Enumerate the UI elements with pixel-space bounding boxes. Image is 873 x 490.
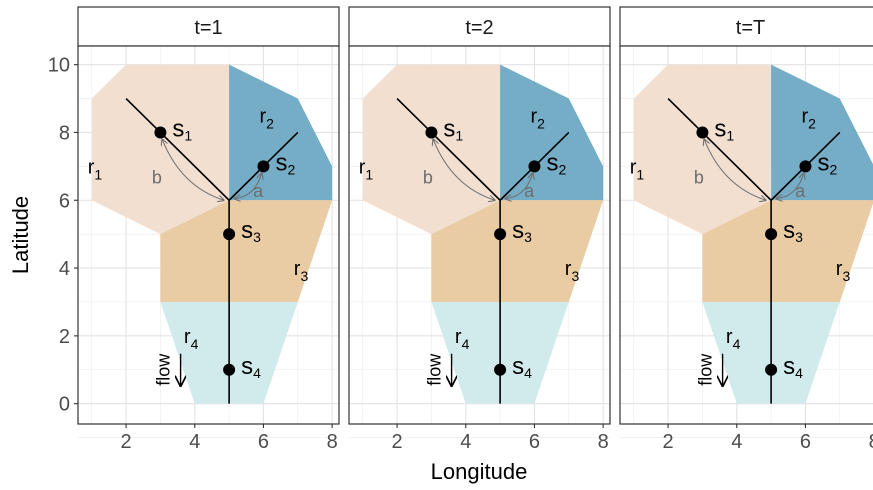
x-tick-label: 6 [258,431,269,453]
x-tick-label: 2 [392,431,403,453]
x-tick-label: 4 [731,431,742,453]
x-tick-label: 8 [869,431,873,453]
flow-label: flow [154,353,174,386]
strip-title: t=2 [465,17,493,39]
x-tick-label: 4 [460,431,471,453]
site-point [765,363,778,376]
x-tick-label: 2 [663,431,674,453]
region-2 [229,64,333,201]
distance-arc-b [162,139,224,200]
panel-3: t=Tabr1r2r3r4s1s2s3s4flow2468 [619,6,873,453]
x-tick-label: 8 [598,431,609,453]
site-point [223,228,236,241]
site-point [799,160,812,173]
distance-arc-a [505,173,532,198]
site-point [765,228,778,241]
site-point [257,160,270,173]
region-3 [431,200,604,302]
y-tick-label: 6 [59,190,70,212]
strip-title: t=T [736,17,765,39]
x-tick-label: 2 [121,431,132,453]
x-tick-label: 4 [189,431,200,453]
distance-label-b: b [423,167,433,187]
y-tick-label: 2 [59,326,70,348]
region-1 [91,64,230,235]
distance-arc-b [704,139,766,200]
region-3 [160,200,333,302]
region-2 [500,64,604,201]
y-tick-label: 10 [48,55,70,77]
site-point [696,126,709,139]
x-tick-label: 6 [800,431,811,453]
site-point [223,363,236,376]
distance-arc-b [433,139,495,200]
site-point [528,160,541,173]
distance-label-a: a [795,181,806,201]
region-2 [771,64,873,201]
flow-label: flow [696,353,716,386]
distance-label-a: a [524,181,535,201]
panel-border [77,45,340,425]
distance-arc-a [234,173,261,198]
distance-label-a: a [253,181,264,201]
site-point [494,228,507,241]
y-axis-title: Latitude [8,196,33,274]
x-tick-label: 6 [529,431,540,453]
y-tick-label: 4 [59,258,70,280]
y-tick-label: 8 [59,122,70,144]
strip-header [77,6,340,47]
flow-label: flow [425,353,445,386]
site-point [154,126,167,139]
region-1 [633,64,772,235]
y-tick-label: 0 [59,394,70,416]
panel-border [348,45,611,425]
panel-border [619,45,873,425]
x-tick-label: 8 [327,431,338,453]
distance-label-b: b [152,167,162,187]
strip-header [348,6,611,47]
region-1 [362,64,501,235]
distance-arc-a [776,173,803,198]
strip-title: t=1 [194,17,222,39]
site-point [494,363,507,376]
site-point [425,126,438,139]
region-3 [702,200,873,302]
distance-label-b: b [694,167,704,187]
strip-header [619,6,873,47]
x-axis-title: Longitude [431,459,528,484]
